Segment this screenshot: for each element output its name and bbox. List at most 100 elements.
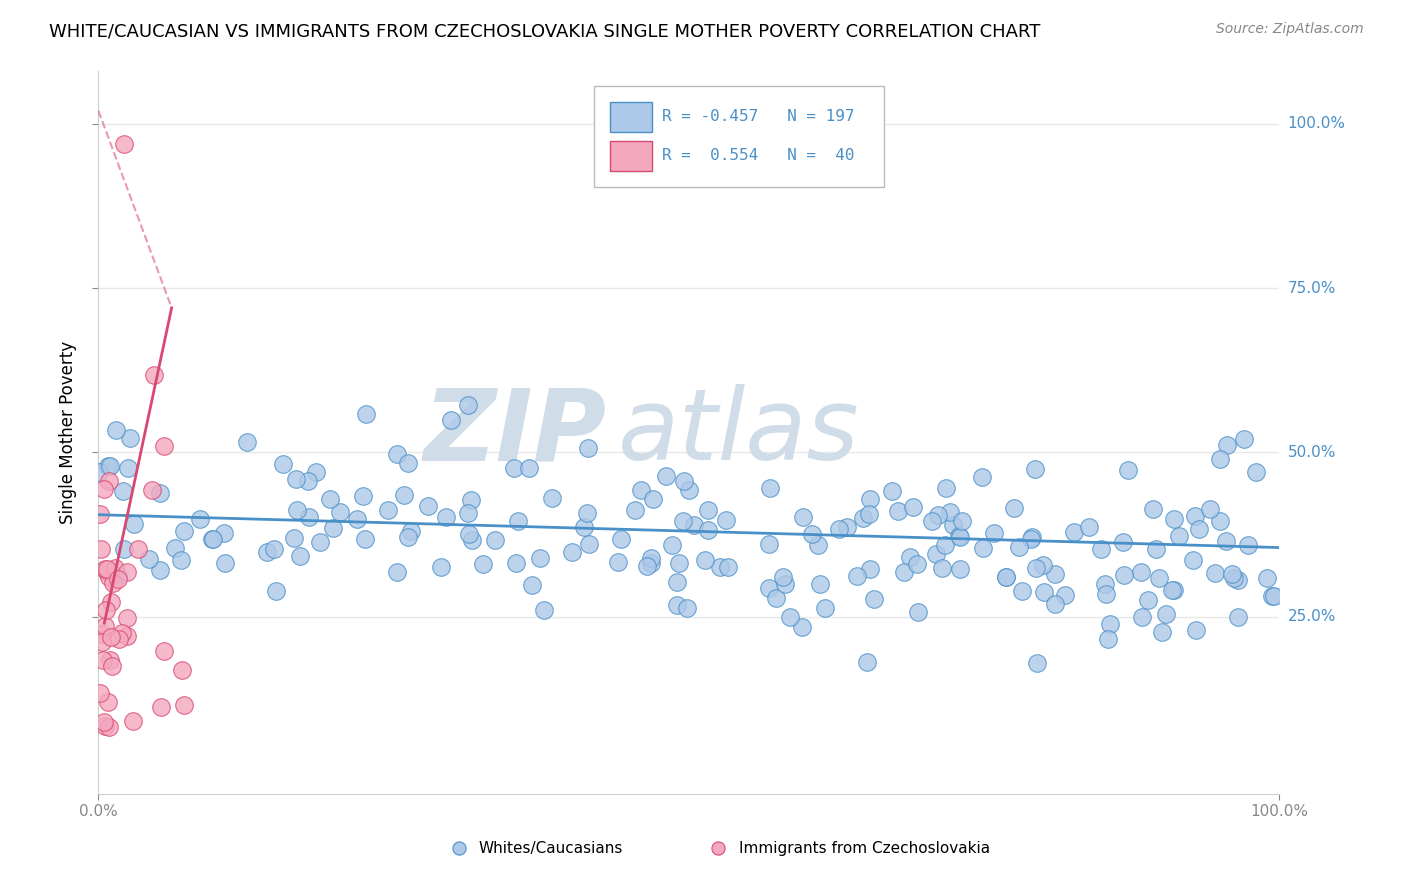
Point [1188, 522, 1211, 536]
Point [808, 577, 831, 591]
Point [1097, 632, 1119, 647]
Point [91, 653, 114, 667]
Point [1150, 624, 1173, 639]
Point [529, 550, 551, 565]
Point [354, 533, 377, 547]
Text: R =  0.554   N =  40: R = 0.554 N = 40 [662, 148, 855, 163]
Point [418, 499, 440, 513]
Point [112, 136, 135, 151]
Point [1185, 623, 1208, 637]
Point [995, 570, 1018, 584]
Point [693, 552, 716, 566]
Point [905, 557, 928, 571]
Point [758, 481, 780, 495]
Point [927, 508, 949, 522]
Point [623, 502, 645, 516]
Point [93, 715, 115, 730]
Point [98, 475, 121, 489]
Point [1130, 609, 1153, 624]
Point [149, 699, 172, 714]
Point [1261, 589, 1284, 603]
Point [907, 605, 929, 619]
Point [105, 423, 128, 437]
Point [309, 535, 332, 549]
Point [948, 529, 970, 543]
Point [1144, 541, 1167, 556]
Point [790, 620, 813, 634]
Point [880, 483, 903, 498]
Point [939, 504, 962, 518]
Point [630, 483, 652, 497]
Point [1099, 616, 1122, 631]
Point [107, 572, 129, 586]
Point [772, 570, 794, 584]
Point [201, 532, 224, 546]
Point [100, 631, 122, 645]
Point [173, 698, 195, 713]
Point [983, 525, 1005, 540]
Point [1147, 571, 1170, 585]
Point [1233, 432, 1256, 446]
Point [112, 541, 135, 556]
Point [163, 541, 186, 555]
Point [1168, 528, 1191, 542]
Point [399, 524, 422, 538]
Point [970, 470, 993, 484]
Point [949, 562, 972, 576]
Text: Immigrants from Czechoslovakia: Immigrants from Czechoslovakia [738, 840, 990, 855]
Point [696, 523, 718, 537]
Point [1011, 584, 1033, 599]
Point [640, 550, 662, 565]
Point [97, 695, 120, 709]
Text: WHITE/CAUCASIAN VS IMMIGRANTS FROM CZECHOSLOVAKIA SINGLE MOTHER POVERTY CORRELAT: WHITE/CAUCASIAN VS IMMIGRANTS FROM CZECH… [49, 22, 1040, 40]
Point [709, 560, 731, 574]
Point [117, 461, 139, 475]
Point [346, 511, 368, 525]
Point [169, 552, 191, 566]
Point [263, 541, 285, 556]
Point [1090, 541, 1112, 556]
Point [1045, 597, 1067, 611]
Point [149, 486, 172, 500]
Point [672, 475, 695, 489]
Y-axis label: Single Mother Poverty: Single Mother Poverty [59, 341, 77, 524]
Point [572, 519, 595, 533]
Point [576, 442, 599, 456]
Text: atlas: atlas [619, 384, 859, 481]
Point [1112, 568, 1135, 582]
Point [322, 520, 344, 534]
Point [665, 598, 688, 612]
Point [1226, 610, 1249, 624]
Point [995, 570, 1018, 584]
Point [1025, 561, 1047, 575]
Point [1136, 593, 1159, 607]
Point [285, 503, 308, 517]
Point [676, 601, 699, 615]
Point [1215, 533, 1237, 548]
Point [461, 533, 484, 547]
Point [655, 469, 678, 483]
Point [1244, 465, 1267, 479]
Point [665, 575, 688, 590]
Point [434, 510, 457, 524]
Point [1256, 571, 1278, 585]
Point [1163, 582, 1185, 597]
Point [98, 720, 121, 734]
Point [640, 556, 662, 570]
Point [94, 618, 117, 632]
Point [1209, 451, 1232, 466]
Point [94, 719, 117, 733]
Point [1222, 571, 1244, 585]
Point [1184, 508, 1206, 523]
Point [115, 565, 138, 579]
Point [846, 569, 869, 583]
Point [87, 465, 110, 479]
Text: 50.0%: 50.0% [1288, 445, 1336, 459]
Point [668, 557, 690, 571]
Point [893, 566, 915, 580]
Point [505, 556, 527, 570]
Point [236, 434, 259, 449]
Point [458, 526, 481, 541]
Point [212, 526, 235, 541]
Point [329, 506, 352, 520]
